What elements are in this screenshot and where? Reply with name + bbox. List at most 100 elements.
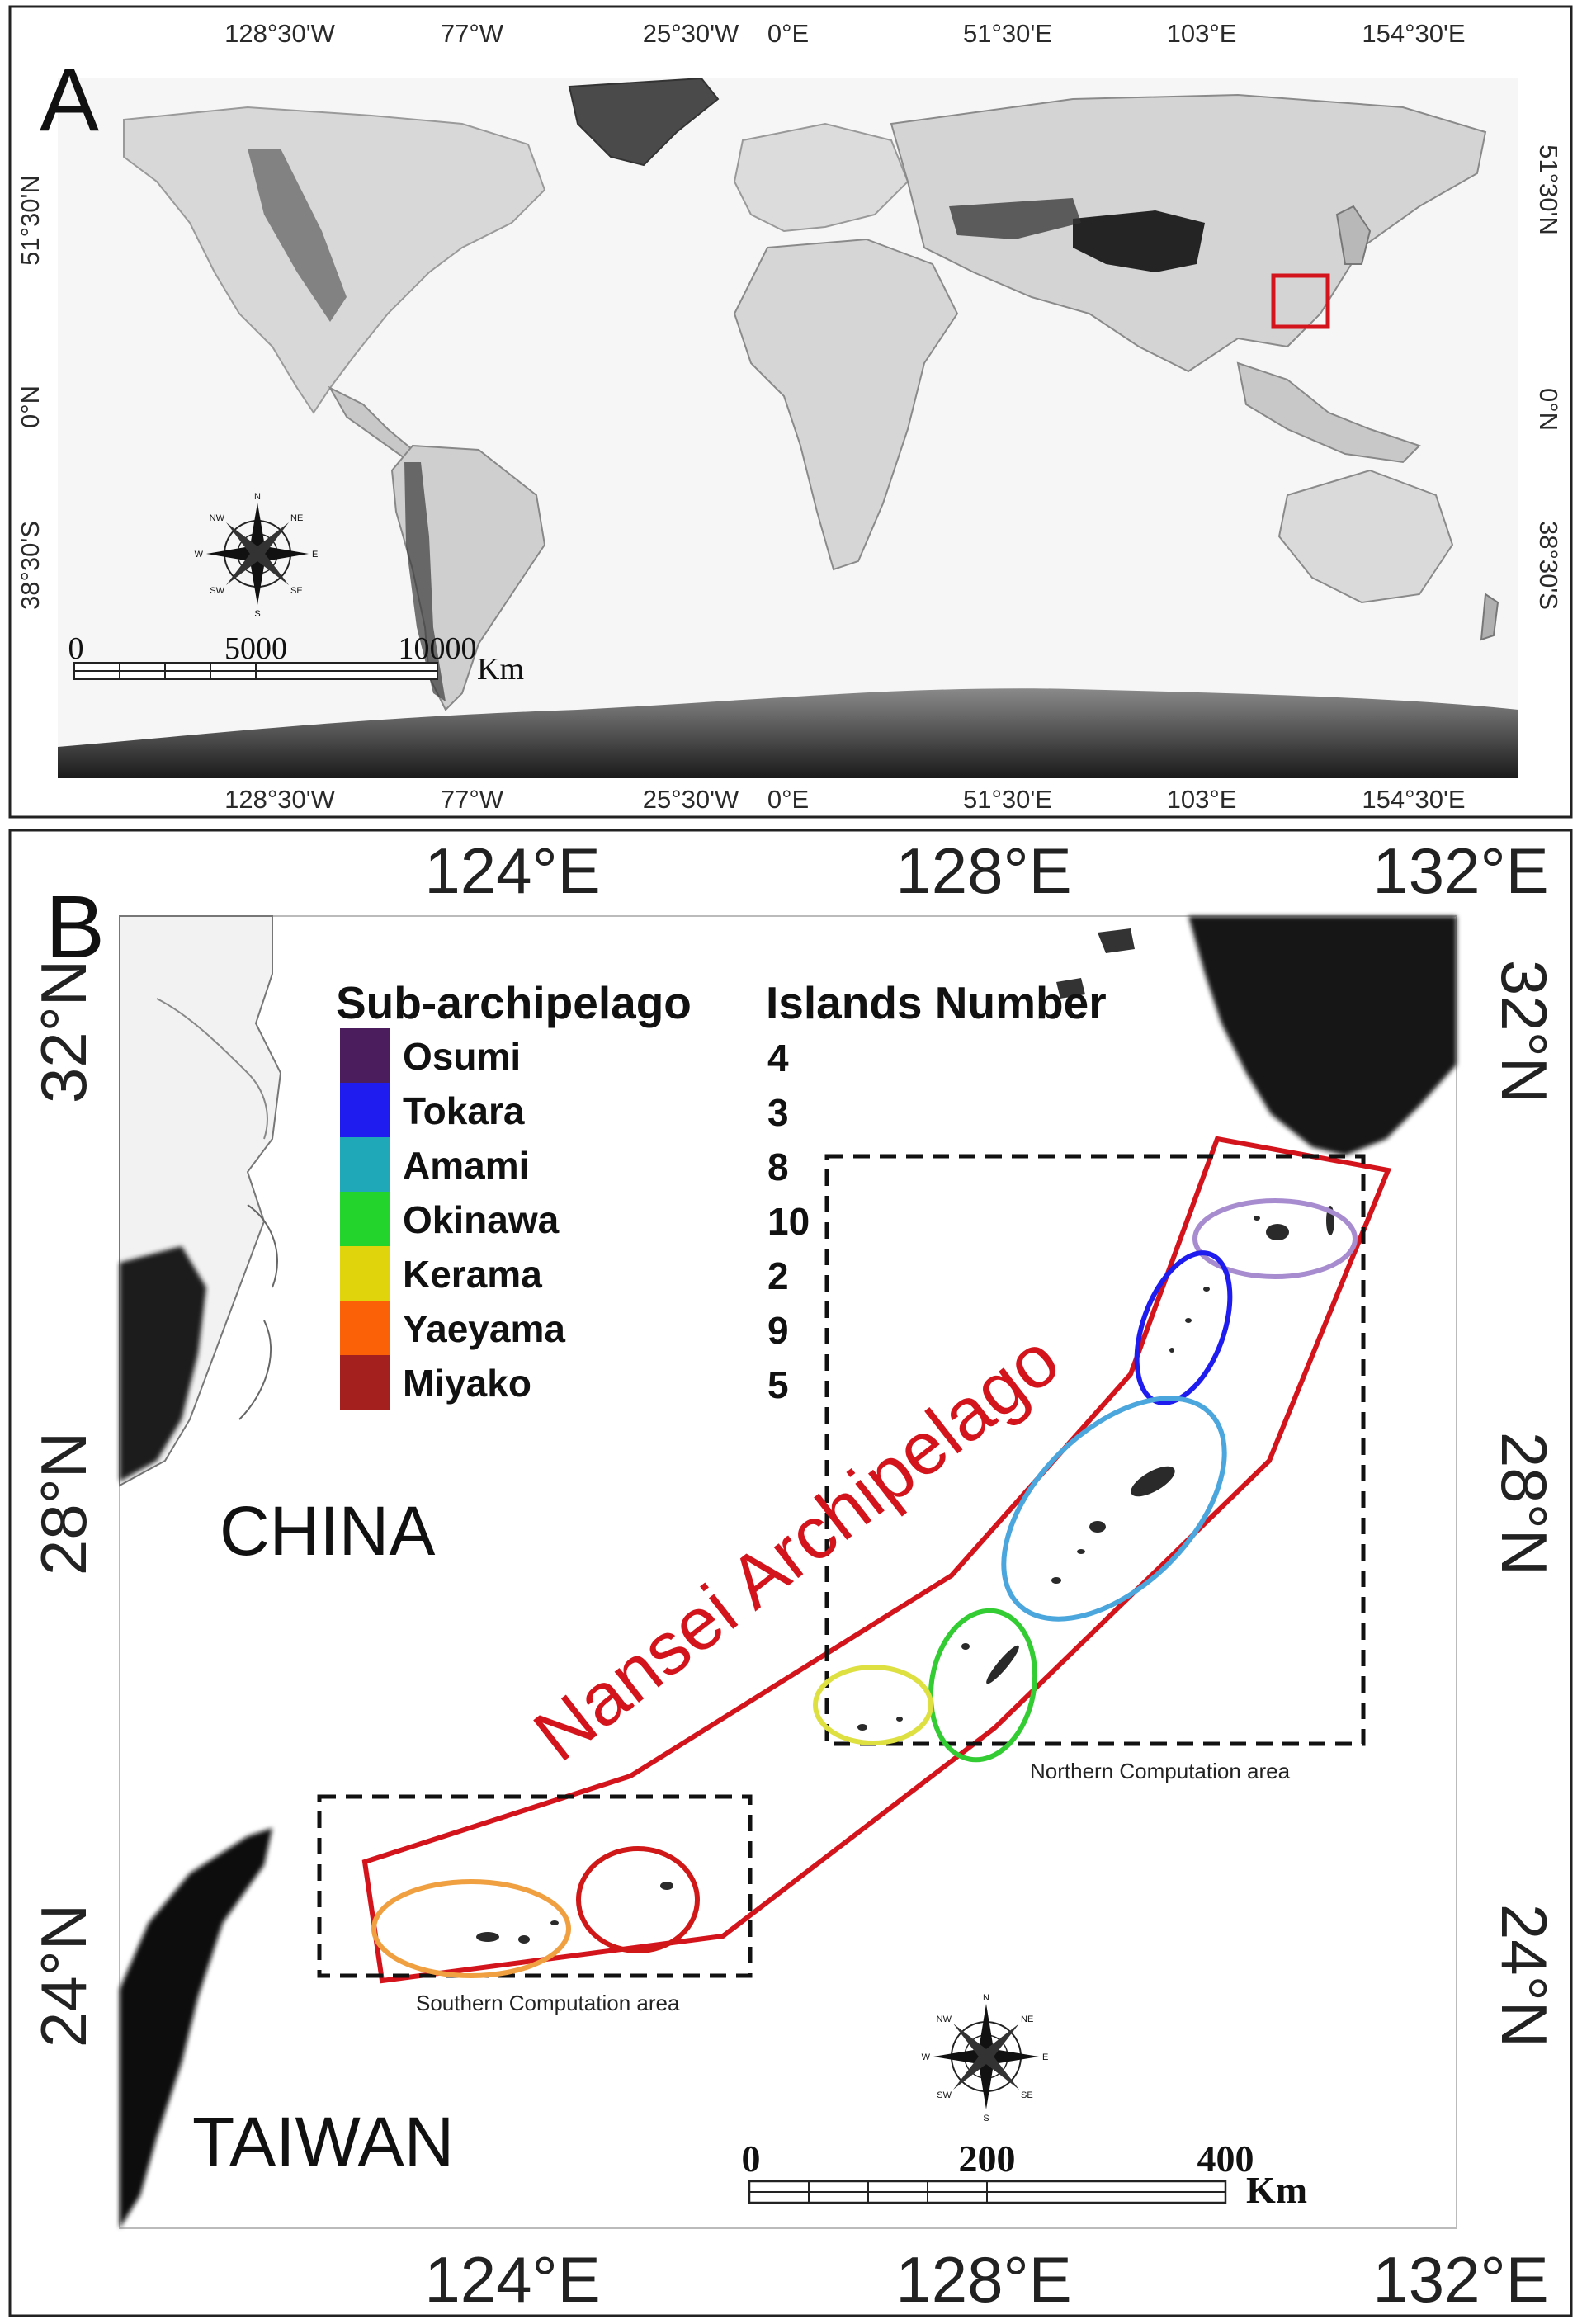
compass-ne: NE [1021, 2015, 1033, 2024]
kyushu-islets [1056, 928, 1135, 999]
left-lat-label: 51°30'N [16, 175, 45, 266]
panel-b-bottom-lon-labels: 124°E 128°E 132°E [424, 2243, 1548, 2316]
legend-count-kerama: 2 [767, 1254, 789, 1297]
taiwan-landmass [120, 1828, 272, 2228]
legend-name-tokara: Tokara [403, 1089, 525, 1132]
top-lon-label: 124°E [424, 834, 600, 907]
tibet-plateau-shade [1073, 210, 1205, 272]
study-area-box [1271, 273, 1330, 329]
scale-b-tick-0: 0 [742, 2137, 761, 2180]
legend-count-yaeyama: 9 [767, 1309, 789, 1352]
bottom-lon-label: 0°E [767, 785, 809, 814]
southeast-asia-islands [1236, 361, 1421, 464]
compass-n: N [983, 1993, 989, 2003]
bottom-lon-label: 103°E [1167, 785, 1237, 814]
rocky-mountains-shade [248, 149, 347, 322]
legend-swatch-tokara [340, 1083, 390, 1137]
legend-swatch-miyako [340, 1355, 390, 1410]
legend-name-osumi: Osumi [403, 1035, 521, 1078]
compass-n: N [254, 492, 261, 502]
antarctica-landmass [58, 688, 1518, 778]
top-lon-label: 154°30'E [1362, 19, 1465, 48]
scale-bar-b: 0 200 400 Km [742, 2137, 1308, 2211]
legend-name-amami: Amami [403, 1144, 529, 1187]
compass-sw: SW [937, 2090, 952, 2100]
yaeyama-ellipse [371, 1879, 571, 1978]
left-lat-label: 24°N [27, 1904, 100, 2048]
greenland-landmass [568, 77, 720, 167]
panel-b-top-lon-labels: 124°E 128°E 132°E [424, 834, 1548, 907]
legend-swatch-kerama [340, 1246, 390, 1301]
top-lon-label: 132°E [1372, 834, 1548, 907]
scale-bar-a: 0 5000 10000 Km [68, 631, 525, 687]
compass-ne: NE [290, 513, 303, 523]
left-lat-label: 32°N [27, 960, 100, 1103]
panel-a-top-lon-labels: 128°30'W 77°W 25°30'W 0°E 51°30'E 103°E … [224, 19, 1465, 48]
panel-b-right-lat-labels: 32°N 28°N 24°N [1488, 960, 1561, 2048]
top-lon-label: 51°30'E [963, 19, 1052, 48]
left-lat-label: 38°30'S [16, 521, 45, 610]
legend: Sub-archipelago Islands Number Osumi 4 Tok… [336, 977, 1107, 1410]
right-lat-label: 0°N [1534, 388, 1563, 431]
panel-b-left-lat-labels: 32°N 28°N 24°N [27, 960, 100, 2048]
left-lat-label: 28°N [27, 1432, 100, 1575]
legend-name-kerama: Kerama [403, 1253, 542, 1296]
country-label-taiwan: TAIWAN [192, 2103, 454, 2180]
right-lat-label: 28°N [1488, 1432, 1561, 1575]
panel-a-bottom-lon-labels: 128°30'W 77°W 25°30'W 0°E 51°30'E 103°E … [224, 785, 1465, 814]
legend-count-okinawa: 10 [767, 1200, 810, 1243]
right-lat-label: 32°N [1488, 960, 1561, 1103]
legend-swatch-osumi [340, 1028, 390, 1083]
new-zealand-landmass [1480, 593, 1499, 641]
bottom-lon-label: 51°30'E [963, 785, 1052, 814]
legend-name-okinawa: Okinawa [403, 1198, 560, 1241]
bottom-lon-label: 124°E [424, 2243, 600, 2316]
legend-items: Osumi 4 Tokara 3 Amami 8 Okinawa 10 Kerama 2 Yaeya… [340, 1028, 810, 1410]
bottom-lon-label: 154°30'E [1362, 785, 1465, 814]
australia-landmass [1277, 469, 1454, 604]
panel-a-label: A [40, 50, 99, 149]
scale-a-tick-5000: 5000 [224, 631, 287, 666]
scale-a-tick-10000: 10000 [399, 631, 477, 666]
amami-ellipse [1001, 1396, 1227, 1622]
compass-nw: NW [937, 2015, 952, 2024]
northern-area-label: Northern Computation area [1030, 1759, 1291, 1783]
africa-landmass [733, 238, 959, 571]
bottom-lon-label: 132°E [1372, 2243, 1548, 2316]
southern-area-label: Southern Computation area [416, 1991, 680, 2015]
yangtze-estuary [156, 998, 268, 1140]
right-lat-label: 38°30'S [1534, 521, 1563, 610]
china-coast [119, 915, 282, 1487]
scale-a-unit: Km [477, 652, 524, 687]
top-lon-label: 128°30'W [224, 19, 336, 48]
north-america-landmass [123, 106, 546, 414]
right-lat-label: 51°30'N [1534, 144, 1563, 235]
japan-islands [1335, 205, 1372, 265]
legend-header-islands-number: Islands Number [766, 977, 1107, 1028]
legend-count-tokara: 3 [767, 1091, 789, 1134]
compass-se: SE [290, 586, 303, 596]
scale-a-tick-0: 0 [68, 631, 84, 666]
panel-a-right-lat-labels: 51°30'N 0°N 38°30'S [1534, 144, 1563, 610]
bottom-lon-label: 25°30'W [643, 785, 739, 814]
panel-b-label: B [45, 876, 105, 976]
compass-e: E [312, 550, 318, 560]
legend-swatch-amami [340, 1137, 390, 1192]
china-coastline-fragments [238, 1204, 278, 1420]
scale-b-unit: Km [1246, 2169, 1307, 2211]
panel-b: Nansei Archipelago Northern Computation … [8, 829, 1573, 2317]
top-lon-label: 77°W [441, 19, 504, 48]
legend-count-amami: 8 [767, 1145, 789, 1188]
top-lon-label: 25°30'W [643, 19, 739, 48]
scale-b-tick-400: 400 [1197, 2137, 1254, 2180]
legend-count-osumi: 4 [767, 1037, 789, 1079]
legend-swatch-okinawa [340, 1192, 390, 1246]
compass-e: E [1042, 2052, 1048, 2062]
legend-name-miyako: Miyako [403, 1362, 531, 1405]
miyako-ellipse [576, 1846, 700, 1953]
kyushu-landmass [1188, 916, 1457, 1155]
compass-rose-icon: N S E W NE NW SE SW [922, 1993, 1049, 2123]
compass-sw: SW [210, 586, 224, 596]
left-lat-label: 0°N [16, 385, 45, 428]
